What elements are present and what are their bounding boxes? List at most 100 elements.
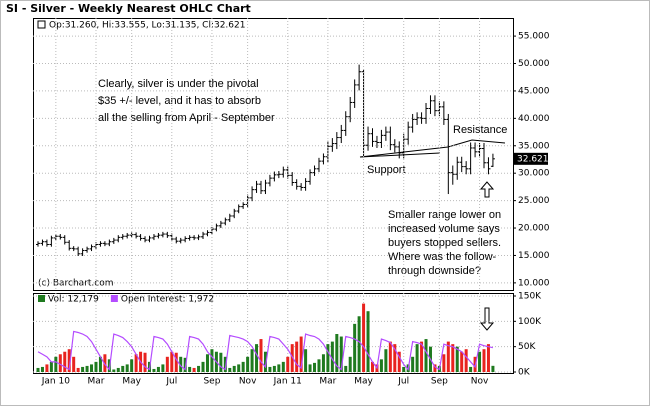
legend-label: Vol: 12,179 [48, 295, 99, 305]
x-tick-label: Jan 10 [41, 377, 70, 387]
y-tick-label: 50.000 [518, 59, 550, 69]
annotation: Smaller range lower on [388, 209, 501, 221]
arrow-down [479, 307, 495, 331]
volume-bar [353, 323, 357, 372]
volume-bar [94, 361, 98, 372]
volume-bar [295, 341, 299, 372]
volume-bar [259, 339, 263, 372]
volume-bar [326, 344, 330, 372]
legend-label: Open Interest: 1,972 [121, 295, 214, 305]
volume-bar [478, 351, 482, 372]
volume-bar [460, 351, 464, 372]
volume-bar [415, 344, 419, 372]
volume-bar [384, 349, 388, 372]
volume-bar [58, 354, 62, 372]
x-tick-label: Jul [165, 377, 177, 387]
support-line [359, 152, 441, 158]
y-tick-label: 0K [518, 368, 531, 378]
volume-bar [250, 349, 254, 372]
volume-bar [451, 344, 455, 372]
x-tick-label: May [122, 377, 141, 387]
volume-bar [188, 366, 192, 372]
volume-bar [317, 359, 321, 372]
volume-bar [335, 334, 339, 372]
volume-bar [255, 344, 259, 372]
annotation: Resistance [453, 124, 507, 136]
y-tick-label: 55.000 [518, 32, 550, 42]
x-tick-label: Mar [319, 377, 336, 387]
x-tick-label: Mar [87, 377, 104, 387]
volume-bar [411, 356, 415, 372]
volume-bar [402, 366, 406, 372]
volume-bar [170, 351, 174, 372]
volume-bar [156, 366, 160, 372]
volume-bar [98, 356, 102, 372]
volume-bar [308, 364, 312, 372]
volume-bar [348, 356, 352, 372]
volume-bar [277, 364, 281, 372]
volume-bar [49, 361, 53, 372]
x-tick-label: Jan 11 [273, 377, 302, 387]
volume-bar [272, 365, 276, 372]
volume-bar [446, 341, 450, 372]
volume-bar [192, 367, 196, 372]
volume-bar [228, 367, 232, 372]
volume-bar [81, 366, 85, 372]
volume-bar [397, 351, 401, 372]
volume-bar [330, 341, 334, 372]
volume-bar [72, 356, 76, 372]
volume-bar [469, 366, 473, 372]
annotation: Support [367, 164, 406, 176]
volume-bar [219, 352, 223, 372]
y-tick-label: 100K [518, 317, 542, 327]
price-legend: Op:31.260, Hi:33.555, Lo:31.135, Cl:32.6… [49, 21, 245, 31]
annotation: all the selling from April - September [98, 112, 275, 124]
volume-bar [246, 356, 250, 372]
volume-bar [442, 354, 446, 372]
y-tick-label: 40.000 [518, 114, 550, 124]
volume-bar [90, 364, 94, 372]
legend-swatch [110, 295, 118, 302]
y-tick-label: 25.000 [518, 196, 550, 206]
legend-icon [37, 20, 46, 29]
volume-bar [357, 316, 361, 372]
volume-bar [290, 344, 294, 372]
annotation: buyers stopped sellers. [388, 237, 501, 249]
volume-bar [130, 359, 134, 372]
volume-bar [36, 367, 40, 372]
volume-bar [313, 362, 317, 372]
y-tick-label: 150K [518, 292, 542, 302]
volume-bar [67, 349, 71, 372]
volume-bar [76, 367, 80, 372]
x-tick-label: Sep [431, 377, 448, 387]
volume-bar [286, 356, 290, 372]
x-tick-label: Nov [239, 377, 257, 387]
volume-bar [103, 354, 107, 372]
volume-bar [143, 352, 147, 372]
volume-bar [116, 367, 120, 372]
x-tick-label: Nov [471, 377, 489, 387]
y-tick-label: 15.000 [518, 251, 550, 261]
x-tick-label: Sep [203, 377, 220, 387]
volume-bar [161, 364, 165, 372]
arrow-up [479, 181, 495, 198]
volume-bar [388, 341, 392, 372]
volume-bar [197, 365, 201, 372]
x-tick-label: Jul [397, 377, 409, 387]
volume-bar [379, 359, 383, 372]
y-tick-label: 35.000 [518, 141, 550, 151]
volume-bar [339, 336, 343, 372]
y-tick-label: 50K [518, 342, 536, 352]
annotation: $35 +/- level, and it has to absorb [98, 95, 261, 107]
annotation: Clearly, silver is under the pivotal [98, 78, 259, 90]
volume-bar [304, 349, 308, 372]
volume-bar [362, 303, 366, 372]
volume-bar [183, 357, 187, 372]
copyright: (c) Barchart.com [38, 279, 114, 289]
volume-bar [464, 349, 468, 372]
volume-bar [241, 361, 245, 372]
volume-bar [223, 356, 227, 372]
volume-bar [281, 361, 285, 372]
volume-bar [205, 354, 209, 372]
